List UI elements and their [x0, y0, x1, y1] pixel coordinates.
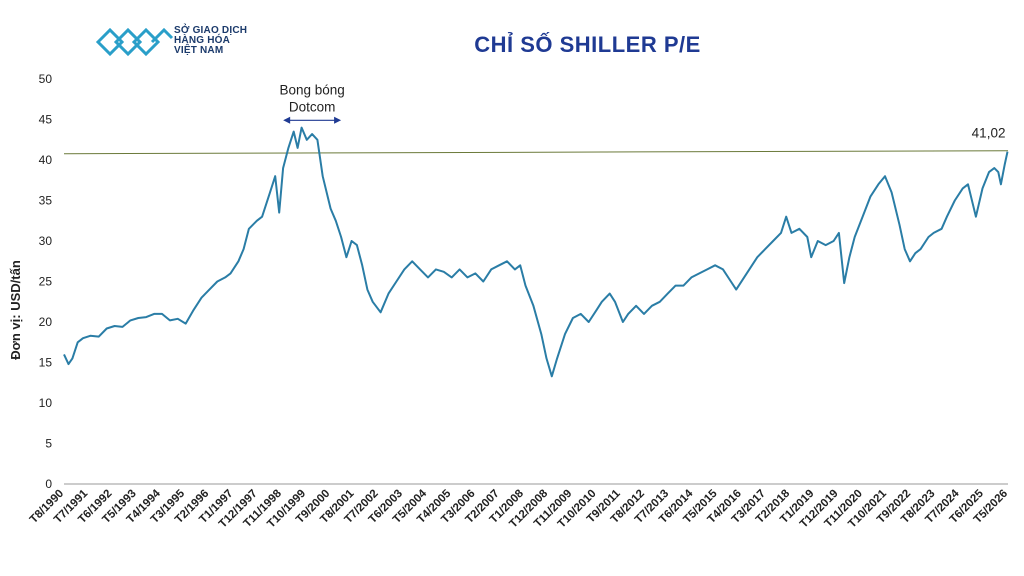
reference-line-layer [63, 150, 1009, 155]
y-tick-label: 10 [39, 396, 53, 410]
logo-text: SỞ GIAO DỊCH HÀNG HÓA VIỆT NAM [174, 26, 247, 56]
bubble-arrow-left-head [283, 116, 291, 124]
y-tick-label: 45 [39, 113, 53, 127]
y-tick-label: 0 [45, 477, 52, 491]
x-axis: T8/1990T7/1991T6/1992T5/1993T4/1994T3/19… [28, 483, 1010, 530]
annotation-layer: 41,02 Bong bóng Dotcom [279, 82, 1005, 140]
logo-line-3: VIỆT NAM [174, 45, 224, 56]
y-tick-label: 20 [39, 315, 53, 329]
y-tick-label: 15 [39, 356, 53, 370]
y-axis: 0 5 10 15 20 25 30 35 40 45 50 [39, 72, 53, 491]
series-layer [63, 126, 1009, 378]
logo-line-2: HÀNG HÓA [174, 35, 231, 46]
y-tick-label: 35 [39, 194, 53, 208]
logo-line-1: SỞ GIAO DỊCH [174, 25, 248, 36]
reference-line [63, 150, 1009, 155]
y-tick-label: 5 [45, 437, 52, 451]
y-tick-label: 25 [39, 275, 53, 289]
bubble-label-line-2: Dotcom [289, 99, 336, 114]
bubble-label-line-1: Bong bóng [279, 82, 344, 97]
y-tick-label: 40 [39, 153, 53, 167]
last-value-label: 41,02 [972, 126, 1006, 141]
y-axis-label: Đơn vị: USD/tấn [8, 260, 23, 360]
series-line [63, 126, 1009, 378]
bubble-arrow-right-head [334, 116, 342, 124]
y-tick-label: 50 [39, 72, 53, 86]
logo-icon [96, 27, 174, 57]
y-tick-label: 30 [39, 234, 53, 248]
chart-title: CHỈ SỐ SHILLER P/E [474, 32, 701, 57]
